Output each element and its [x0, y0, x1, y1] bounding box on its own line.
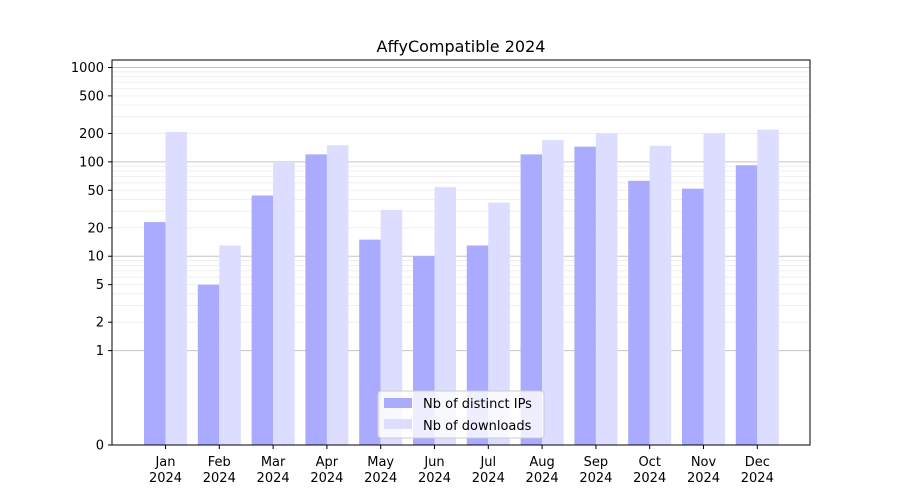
bar-distinct-ips — [735, 165, 758, 445]
x-tick-year: 2024 — [310, 471, 343, 486]
bar-distinct-ips — [628, 180, 650, 445]
x-tick-label: Feb 2024 — [203, 455, 236, 486]
bar-distinct-ips — [197, 284, 220, 445]
x-tick-label: May 2024 — [364, 455, 397, 486]
legend-swatch-downloads — [384, 419, 412, 429]
legend-label-ips: Nb of distinct IPs — [423, 397, 532, 412]
x-tick-year: 2024 — [687, 471, 720, 486]
bar-distinct-ips — [682, 188, 704, 445]
x-tick-month: Sep — [584, 455, 609, 470]
bar-distinct-ips — [305, 154, 327, 445]
x-tick-month: Jul — [479, 455, 496, 470]
bar-downloads — [649, 145, 672, 446]
x-tick-label: Jul 2024 — [472, 455, 505, 486]
x-tick-month: Jun — [423, 455, 444, 470]
x-tick-label: Nov 2024 — [687, 455, 720, 486]
x-tick-label: Dec 2024 — [741, 455, 774, 486]
bar-downloads — [380, 209, 403, 445]
x-tick-month: Dec — [745, 455, 770, 470]
x-tick-year: 2024 — [526, 471, 559, 486]
x-tick-year: 2024 — [418, 471, 451, 486]
x-tick-month: Jan — [154, 455, 175, 470]
y-tick-label: 2 — [96, 316, 104, 331]
bar-distinct-ips — [574, 146, 596, 445]
x-tick-year: 2024 — [579, 471, 612, 486]
y-tick-label: 10 — [87, 250, 104, 265]
x-tick-month: Oct — [638, 455, 660, 470]
bar-downloads — [757, 129, 779, 446]
plot-frame — [111, 59, 811, 446]
y-tick-label: 100 — [79, 155, 104, 170]
bar-downloads — [542, 140, 564, 445]
bars — [144, 129, 779, 446]
x-tick-year: 2024 — [472, 471, 505, 486]
x-tick-label: Mar 2024 — [257, 455, 290, 486]
x-tick-label: Jun 2024 — [418, 455, 451, 486]
x-tick-label: Oct 2024 — [633, 455, 666, 486]
y-tick-label: 20 — [87, 221, 104, 236]
x-tick-label: Apr 2024 — [310, 455, 343, 486]
x-tick-year: 2024 — [364, 471, 397, 486]
bar-downloads — [595, 133, 618, 445]
y-tick-label: 0 — [96, 439, 104, 454]
x-tick-label: Jan 2024 — [149, 455, 182, 486]
x-tick-month: Nov — [691, 455, 717, 470]
x-tick-year: 2024 — [257, 471, 290, 486]
y-tick-label: 500 — [79, 89, 104, 104]
x-tick-month: Feb — [208, 455, 231, 470]
bar-downloads — [273, 161, 295, 445]
bar-distinct-ips — [144, 222, 166, 445]
x-tick-month: Mar — [261, 455, 286, 470]
y-tick-label: 5 — [96, 278, 104, 293]
x-tick-year: 2024 — [633, 471, 666, 486]
legend-box — [377, 390, 545, 439]
bar-downloads — [326, 145, 349, 445]
legend: Nb of distinct IPs Nb of downloads — [377, 390, 545, 439]
bar-downloads — [488, 202, 510, 445]
y-tick-label: 1 — [96, 344, 104, 359]
legend-label-downloads: Nb of downloads — [423, 419, 532, 434]
x-tick-year: 2024 — [203, 471, 236, 486]
bar-downloads — [703, 133, 725, 445]
bar-downloads — [434, 187, 456, 446]
bar-distinct-ips — [520, 154, 543, 445]
y-axis: 0 1 2 5 10 20 50 100 200 500 1000 — [71, 61, 112, 454]
bar-downloads — [219, 245, 241, 445]
x-tick-year: 2024 — [741, 471, 774, 486]
x-tick-month: May — [367, 455, 394, 470]
y-tick-label: 200 — [79, 127, 104, 142]
y-tick-label: 1000 — [71, 61, 104, 76]
x-tick-label: Aug 2024 — [526, 455, 559, 486]
bar-downloads — [165, 132, 187, 445]
x-tick-label: Sep 2024 — [579, 455, 612, 486]
x-tick-year: 2024 — [149, 471, 182, 486]
x-tick-month: Aug — [529, 455, 554, 470]
legend-swatch-ips — [384, 398, 412, 408]
y-tick-label: 50 — [87, 184, 104, 199]
bar-distinct-ips — [251, 195, 274, 445]
x-tick-month: Apr — [316, 455, 339, 470]
chart-title: AffyCompatible 2024 — [377, 37, 546, 56]
bar-distinct-ips — [359, 239, 381, 445]
